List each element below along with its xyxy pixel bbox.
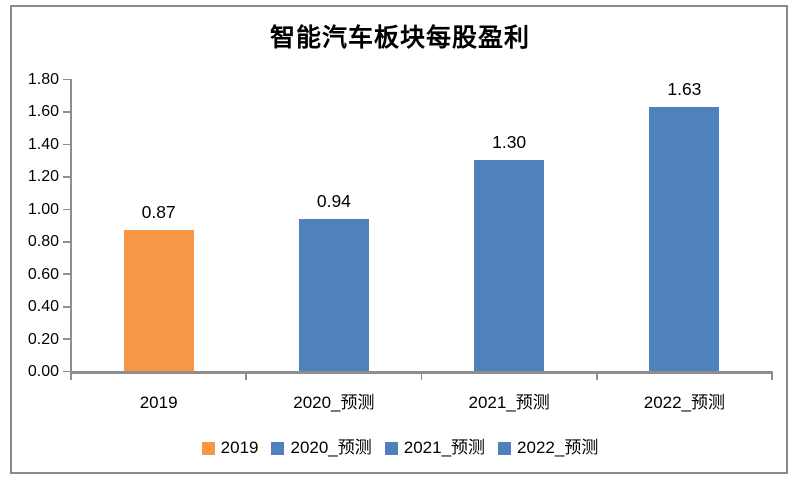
y-axis-tick-label: 1.00	[27, 200, 59, 218]
y-axis-tick	[62, 241, 70, 243]
bar-value-label: 0.94	[316, 190, 351, 211]
legend-color-swatch	[271, 441, 285, 455]
legend-color-swatch	[498, 441, 512, 455]
x-category-label: 2020_预测	[293, 393, 375, 412]
y-axis-tick-label: 1.60	[27, 103, 59, 121]
bar	[649, 106, 720, 371]
bar-value-label: 1.63	[667, 78, 702, 99]
y-axis-tick-label: 0.20	[27, 330, 59, 348]
chart-title: 智能汽车板块每股盈利	[269, 25, 530, 52]
legend-item: 2020_预测	[271, 438, 372, 457]
y-axis-tick	[62, 370, 70, 373]
x-axis-tick	[420, 373, 423, 380]
y-axis-tick	[62, 305, 70, 308]
x-category-label: 2021_预测	[468, 393, 550, 412]
bar-value-label: 1.30	[492, 132, 527, 153]
bar	[474, 160, 545, 371]
y-axis-tick-label: 1.80	[27, 71, 59, 88]
y-axis-tick	[62, 176, 70, 178]
y-axis-tick	[62, 78, 70, 81]
y-axis-tick-label: 1.20	[27, 168, 59, 186]
y-axis-tick	[62, 143, 70, 146]
legend-item: 2021_预测	[384, 438, 486, 457]
legend-label: 2020_预测	[290, 438, 372, 457]
y-axis-tick-label: 0.00	[27, 363, 59, 380]
legend-label: 2022_预测	[517, 438, 599, 457]
x-axis-tick	[70, 373, 72, 380]
legend-item: 2019	[201, 438, 259, 457]
bar	[298, 218, 369, 371]
y-axis-tick	[62, 208, 70, 211]
legend-color-swatch	[384, 441, 398, 455]
y-axis-tick	[62, 111, 70, 113]
x-axis-line	[69, 371, 774, 374]
x-category-label: 2019	[139, 393, 178, 412]
y-axis-tick-label: 0.80	[27, 233, 59, 251]
y-axis-tick	[62, 273, 70, 276]
y-axis-line	[69, 79, 73, 374]
y-axis-tick-label: 0.60	[27, 265, 59, 283]
legend-color-swatch	[201, 441, 215, 455]
legend-label: 2019	[220, 438, 259, 457]
legend-item: 2022_预测	[498, 439, 598, 457]
x-axis-tick	[771, 373, 773, 380]
y-axis-tick-label: 1.40	[27, 135, 59, 153]
y-axis-tick-label: 0.40	[27, 298, 59, 316]
x-axis-tick	[595, 373, 598, 380]
legend-label: 2021_预测	[403, 438, 486, 457]
legend: 2019 2020_预测 2021_预测 2022_预测	[0, 439, 800, 457]
bar	[123, 229, 194, 371]
x-category-label: 2022_预测	[643, 393, 726, 412]
x-axis-tick	[245, 373, 248, 380]
y-axis-tick	[62, 338, 70, 340]
bar-value-label: 0.87	[141, 201, 176, 222]
